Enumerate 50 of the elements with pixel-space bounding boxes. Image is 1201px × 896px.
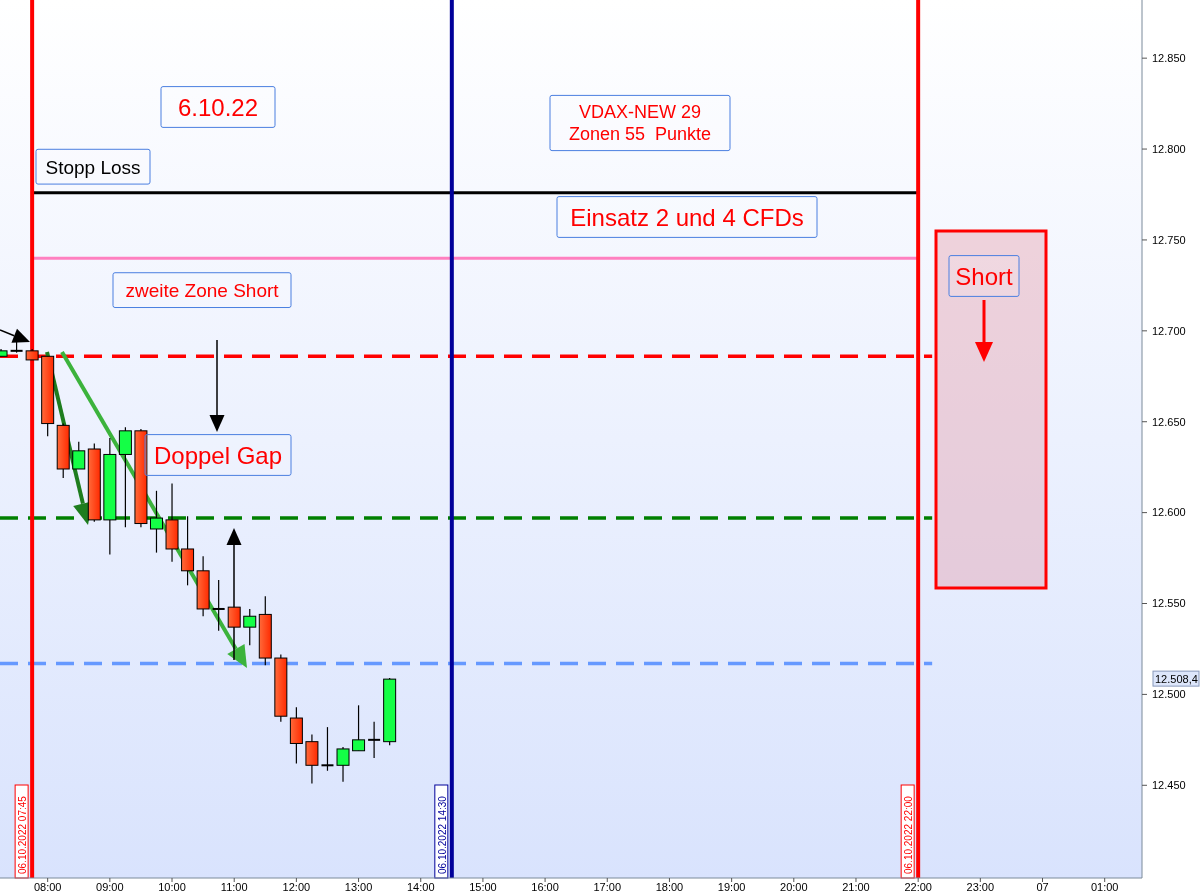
candlestick [211, 579, 226, 632]
annotation: 6.10.22 [177, 93, 259, 121]
y-tick-label: 12.750 [1152, 233, 1186, 246]
x-tick-label: 13:00 [344, 881, 373, 893]
x-tick-label: 21:00 [842, 881, 870, 893]
candlestick [336, 746, 350, 783]
y-tick-label: 12.600 [1152, 506, 1186, 519]
annotation: VDAX-NEW 29 Zonen 55 Punkte [568, 102, 712, 144]
ref-line-label: 06.10.2022 22:00 [903, 795, 915, 874]
x-tick-label: 07 [1036, 881, 1049, 893]
x-tick-label: 17:00 [593, 881, 622, 893]
x-tick-label: 08:00 [33, 881, 62, 893]
x-tick-label: 15:00 [469, 881, 497, 893]
x-tick-label: 09:00 [96, 881, 124, 893]
candlestick [227, 606, 241, 628]
x-tick-label: 23:00 [966, 881, 995, 893]
x-tick-label: 16:00 [531, 881, 559, 893]
x-tick-label: 18:00 [655, 881, 684, 893]
candlestick [305, 733, 319, 785]
ref-line-label: 06.10.2022 14:30 [436, 795, 448, 874]
ref-line-label: Stopp Loss [45, 156, 141, 178]
text: 12.508,4 [1155, 673, 1198, 686]
y-tick-label: 12.500 [1152, 688, 1186, 701]
candlestick [367, 721, 382, 759]
y-tick-label: 12.800 [1152, 142, 1186, 155]
y-tick-label: 12.450 [1152, 779, 1186, 792]
candlestick [320, 726, 335, 772]
candlestick [118, 426, 132, 528]
y-tick-label: 12.700 [1152, 324, 1186, 337]
ref-line-label: 06.10.2022 07:45 [17, 795, 29, 874]
x-tick-label: 10:00 [158, 881, 186, 893]
candlestick [243, 608, 257, 646]
x-tick-label: 11:00 [220, 881, 248, 893]
y-tick-label: 12.650 [1152, 415, 1186, 428]
annotation: Short [955, 262, 1014, 290]
x-tick-label: 14:00 [406, 881, 435, 893]
x-tick-label: 12:00 [282, 881, 311, 893]
x-tick-label: 22:00 [904, 881, 932, 893]
x-tick-label: 01:00 [1090, 881, 1119, 893]
x-tick-label: 20:00 [780, 881, 808, 893]
ref-line-label: zweite Zone Short [125, 279, 280, 301]
candlestick [352, 704, 366, 752]
candlestick [181, 515, 195, 586]
annotation: Einsatz 2 und 4 CFDs [570, 203, 804, 231]
candlestick [149, 490, 163, 554]
y-tick-label: 12.550 [1152, 597, 1186, 610]
annotation: Doppel Gap [153, 441, 283, 469]
candlestick [72, 441, 86, 470]
y-tick-label: 12.850 [1152, 52, 1186, 65]
x-tick-label: 19:00 [717, 881, 746, 893]
